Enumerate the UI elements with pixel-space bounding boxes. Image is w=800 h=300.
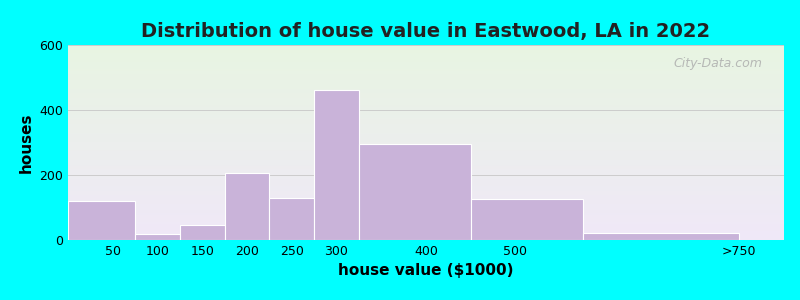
- X-axis label: house value ($1000): house value ($1000): [338, 263, 514, 278]
- Bar: [470, 200, 582, 240]
- Bar: [582, 233, 739, 240]
- Bar: [314, 91, 359, 240]
- Bar: [68, 201, 135, 240]
- Bar: [180, 225, 225, 240]
- Bar: [135, 233, 180, 240]
- Y-axis label: houses: houses: [18, 112, 34, 173]
- Bar: [270, 198, 314, 240]
- Bar: [225, 173, 270, 240]
- Title: Distribution of house value in Eastwood, LA in 2022: Distribution of house value in Eastwood,…: [142, 22, 710, 41]
- Text: City-Data.com: City-Data.com: [674, 57, 762, 70]
- Bar: [359, 144, 470, 240]
